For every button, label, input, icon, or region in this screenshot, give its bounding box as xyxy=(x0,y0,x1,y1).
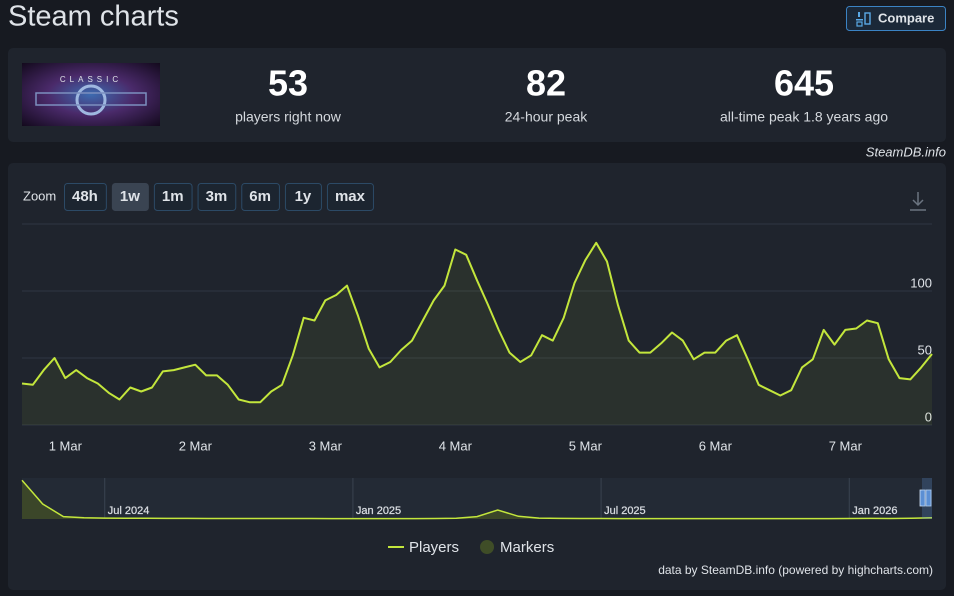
navigator-selection xyxy=(922,478,932,519)
legend-label: Players xyxy=(409,539,459,556)
navigator-handle xyxy=(925,489,932,507)
stat-value: 53 xyxy=(268,63,308,104)
watermark: SteamDB.info xyxy=(866,144,946,159)
legend-item[interactable]: Markers xyxy=(480,539,554,556)
navigator-label: Jul 2025 xyxy=(604,505,646,517)
credit: data by SteamDB.info (powered by highcha… xyxy=(658,563,933,577)
legend-item[interactable]: Players xyxy=(388,539,459,556)
logo-image xyxy=(22,63,160,126)
x-tick-label: 6 Mar xyxy=(699,438,733,453)
stat-label: 24-hour peak xyxy=(505,109,589,125)
compare-label: Compare xyxy=(878,10,934,25)
zoom-frame xyxy=(241,183,280,211)
compare-button[interactable]: Compare xyxy=(846,6,946,31)
y-tick-label: 0 xyxy=(925,409,932,424)
navigator-label: Jan 2025 xyxy=(356,505,401,517)
zoom-button[interactable]: max xyxy=(326,183,374,211)
zoom-button[interactable]: 3m xyxy=(197,183,237,211)
zoom-button[interactable]: 1m xyxy=(153,183,193,211)
zoom-frame xyxy=(153,183,193,211)
navigator-label: Jan 2026 xyxy=(852,505,897,517)
navigator-background xyxy=(22,478,932,519)
x-tick-label: 3 Mar xyxy=(309,438,343,453)
game-logo: CLASSIC xyxy=(22,63,160,126)
legend-label: Markers xyxy=(500,539,554,556)
zoom-frame xyxy=(326,183,374,211)
logo-bar xyxy=(35,92,147,106)
stat-label: players right now xyxy=(235,109,342,125)
zoom-frame xyxy=(197,183,237,211)
logo-ring xyxy=(75,84,107,116)
compare-frame xyxy=(846,6,946,31)
legend-marker xyxy=(480,540,495,554)
series-line xyxy=(21,241,933,404)
zoom-option: 48h xyxy=(72,188,98,205)
x-tick-label: 4 Mar xyxy=(439,438,473,453)
page-title: Steam charts xyxy=(8,1,179,33)
zoom-option: max xyxy=(335,188,366,205)
x-tick-label: 7 Mar xyxy=(829,438,863,453)
zoom-option: 1m xyxy=(162,188,184,205)
logo-text: CLASSIC xyxy=(60,75,122,84)
zoom-option: 1w xyxy=(120,188,140,205)
zoom-frame xyxy=(111,183,149,211)
compare-icon xyxy=(856,21,863,27)
zoom-option: 3m xyxy=(206,188,228,205)
x-tick-label: 1 Mar xyxy=(49,438,83,453)
zoom-button[interactable]: 1y xyxy=(284,183,322,211)
series-area xyxy=(22,242,932,425)
stat-value: 645 xyxy=(774,63,834,104)
stat-label: all-time peak 1.8 years ago xyxy=(720,109,888,125)
y-tick-label: 50 xyxy=(918,342,932,357)
navigator-label: Jul 2024 xyxy=(108,505,150,517)
zoom-option: 6m xyxy=(249,188,271,205)
navigator-line xyxy=(21,479,933,520)
zoom-buttons: 48h 1w 1m 3m 6m 1y max xyxy=(64,183,374,211)
zoom-button[interactable]: 6m xyxy=(241,183,280,211)
zoom-option: 1y xyxy=(295,188,312,205)
zoom-button[interactable]: 48h xyxy=(64,183,107,211)
zoom-button[interactable]: 1w xyxy=(111,183,149,211)
zoom-frame xyxy=(64,183,107,211)
download-icon[interactable] xyxy=(910,192,926,211)
x-tick-label: 2 Mar xyxy=(179,438,213,453)
stats-panel xyxy=(8,48,946,142)
y-tick-label: 100 xyxy=(910,275,932,290)
stat-value: 82 xyxy=(526,63,566,104)
compare-icon xyxy=(856,19,863,21)
x-tick-label: 5 Mar xyxy=(569,438,603,453)
zoom-frame xyxy=(284,183,322,211)
navigator-handle xyxy=(919,489,926,507)
zoom-label: Zoom xyxy=(23,188,56,203)
download-arrow xyxy=(912,199,924,207)
compare-icon xyxy=(864,12,871,25)
compare-icon xyxy=(858,12,860,17)
